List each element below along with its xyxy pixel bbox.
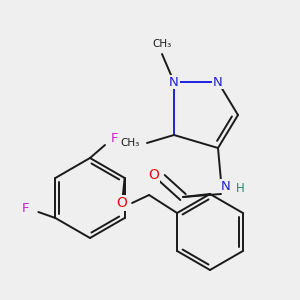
Text: O: O	[148, 168, 159, 182]
Text: CH₃: CH₃	[152, 39, 172, 49]
Text: F: F	[22, 202, 29, 214]
Text: CH₃: CH₃	[120, 138, 140, 148]
Text: O: O	[117, 196, 128, 210]
Text: N: N	[169, 76, 179, 88]
Text: F: F	[110, 131, 118, 145]
Text: H: H	[236, 182, 244, 194]
Text: N: N	[213, 76, 223, 88]
Text: N: N	[221, 179, 231, 193]
